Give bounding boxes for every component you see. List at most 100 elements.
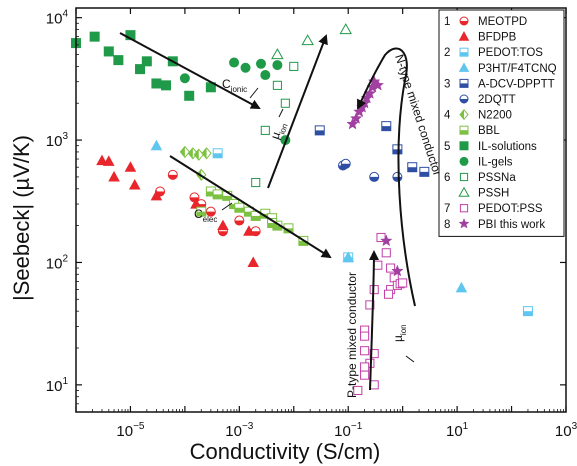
series-n2200: [179, 145, 212, 182]
point-shape: [217, 219, 229, 231]
legend-entry-label: N2200: [478, 110, 512, 122]
data-point: [371, 78, 385, 91]
point-shape: [386, 263, 396, 273]
legend-entry-label: A-DCV-DPPTT: [478, 78, 555, 90]
point-shape: [360, 331, 370, 341]
point-fill: [381, 126, 391, 131]
point-shape: [260, 125, 270, 135]
data-point: [459, 141, 469, 151]
point-fill: [229, 204, 239, 209]
point-fill: [188, 147, 193, 159]
data-point: [272, 60, 283, 71]
n-type-curve-arrow: [357, 47, 416, 307]
point-fill: [298, 240, 308, 246]
x-tick-label: 103: [555, 421, 577, 440]
data-point: [179, 145, 191, 159]
point-shape: [89, 31, 100, 42]
point-fill: [460, 52, 468, 57]
point-shape: [349, 111, 363, 124]
legend-entry-label: PSSH: [478, 188, 509, 200]
legend-entry-label: IL-solutions: [478, 141, 537, 153]
data-point: [135, 64, 146, 75]
point-shape: [161, 80, 172, 91]
data-point: [189, 192, 200, 203]
data-point: [407, 162, 418, 173]
point-shape: [272, 80, 282, 90]
series-pssna: [251, 61, 299, 188]
point-shape: [459, 172, 469, 182]
data-point: [459, 204, 469, 213]
point-shape: [371, 78, 385, 91]
point-shape: [459, 204, 469, 213]
data-point: [455, 281, 468, 293]
data-point: [458, 217, 470, 229]
point-shape: [151, 78, 162, 89]
mu-ion-p-pointer: [405, 355, 415, 363]
data-point: [383, 289, 394, 299]
point-fill: [315, 130, 325, 135]
c-ionic-pointer: [249, 87, 259, 99]
data-point: [522, 306, 533, 317]
data-point: [419, 166, 430, 177]
data-point: [459, 125, 469, 135]
point-shape: [353, 385, 363, 395]
point-shape: [229, 57, 240, 68]
data-point: [179, 73, 190, 84]
data-point: [151, 78, 162, 89]
point-shape: [342, 251, 355, 262]
c-ionic-label: Cionic: [222, 77, 247, 94]
point-shape: [360, 370, 370, 380]
data-point: [167, 169, 178, 180]
data-point: [289, 61, 299, 71]
series-bfdpb: [96, 154, 260, 268]
point-fill: [419, 171, 429, 177]
point-fill: [194, 149, 199, 161]
c-elec-arrow: [169, 155, 332, 259]
point-shape: [150, 139, 163, 151]
data-point: [190, 198, 202, 209]
data-point: [459, 172, 469, 182]
point-fill: [202, 147, 207, 159]
data-point: [459, 156, 469, 166]
point-shape: [179, 73, 190, 84]
legend: 1 MEOTPD BFDPB 2 PEDOT:TOS P3HT/F4TCNQ 3 A-DCV-…: [438, 9, 565, 237]
point-fill: [407, 167, 417, 172]
data-point: [369, 380, 379, 390]
data-point: [376, 232, 386, 243]
point-fill: [218, 231, 228, 236]
data-point: [458, 62, 470, 72]
data-point: [386, 263, 396, 273]
point-fill: [222, 195, 232, 201]
data-point: [150, 189, 163, 201]
data-point: [251, 177, 261, 188]
mu-ion-n-pointer: [278, 108, 284, 118]
data-point: [234, 202, 245, 213]
point-shape: [398, 278, 408, 288]
point-shape: [360, 362, 370, 372]
legend-group-number: 7: [444, 203, 450, 215]
data-point: [243, 225, 255, 236]
mu-ion-n-label: µion: [268, 120, 290, 142]
point-fill: [251, 215, 261, 221]
data-point: [459, 78, 469, 88]
data-point: [150, 139, 163, 151]
point-shape: [113, 55, 124, 66]
data-point: [102, 155, 115, 166]
point-shape: [102, 155, 115, 166]
point-shape: [381, 248, 391, 258]
point-shape: [251, 177, 261, 188]
data-point: [381, 248, 391, 258]
legend-entry-label: PSSNa: [478, 172, 516, 184]
mu-ion-n-arrow: [267, 34, 328, 189]
data-point: [391, 264, 404, 277]
c-elec-label: Celec: [194, 207, 217, 224]
point-shape: [272, 60, 283, 71]
point-shape: [459, 141, 469, 151]
data-point: [128, 178, 141, 190]
data-point: [459, 47, 469, 57]
data-point: [360, 362, 370, 372]
point-shape: [280, 98, 290, 108]
legend-entry-label: MEOTPD: [478, 16, 527, 28]
data-point: [141, 56, 152, 67]
